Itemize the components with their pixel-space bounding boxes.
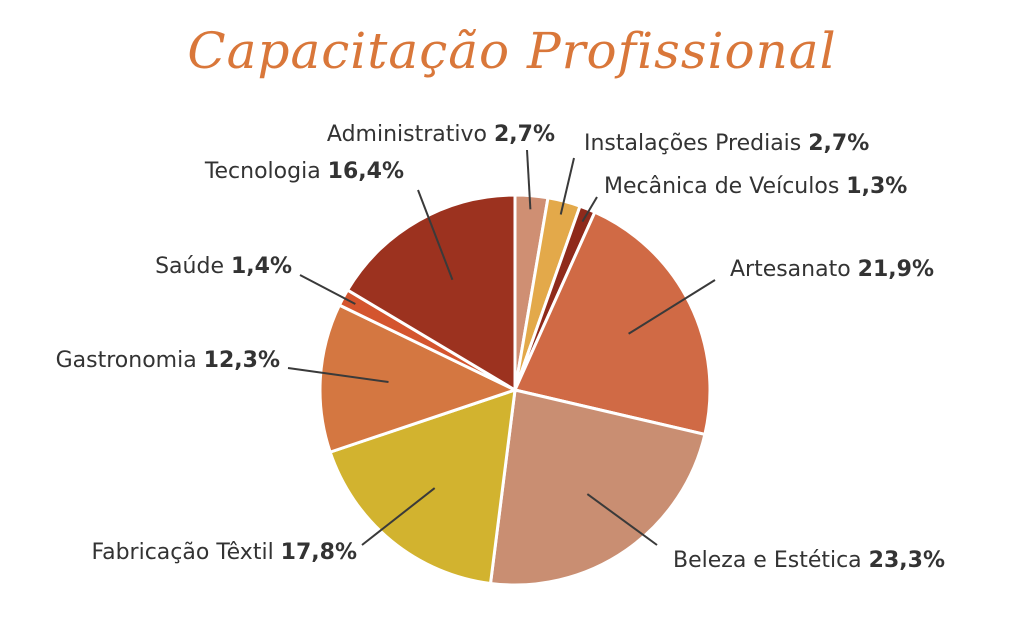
pie-slice-artesanato [512,210,712,437]
slice-labels: Administrativo 2,7% Instalações Prediais … [56,122,945,573]
slice-label-percent: 1,4% [231,254,292,279]
slice-label-percent: 1,3% [846,174,907,199]
slice-label-name: Saúde [155,254,231,279]
leader-line-mecanica-de-veiculos [581,196,598,223]
slice-label-fabricacao-textil: Fabricação Têxtil 17,8% [91,540,357,565]
slice-label-tecnologia: Tecnologia 16,4% [204,159,404,184]
pie-slice-gastronomia [318,303,519,455]
pie-slice-tecnologia [345,193,517,393]
slice-label-artesanato: Artesanato 21,9% [730,257,934,282]
leader-line-gastronomia [287,367,389,384]
chart-title: Capacitação Profissional [187,22,837,80]
slice-label-gastronomia: Gastronomia 12,3% [56,348,280,373]
slice-label-name: Beleza e Estética [673,548,869,573]
slice-label-name: Tecnologia [204,159,328,184]
slice-label-name: Mecânica de Veículos [604,174,846,199]
pie-slice-beleza-e-estetica [488,388,707,587]
pie-slices [318,193,712,587]
slice-label-name: Gastronomia [56,348,204,373]
leader-line-instalacoes-prediais [559,157,575,215]
slice-label-percent: 17,8% [281,540,357,565]
slice-label-administrativo: Administrativo 2,7% [327,122,555,147]
slice-label-name: Administrativo [327,122,494,147]
slice-label-name: Artesanato [730,257,858,282]
leader-line-administrativo [526,149,532,210]
slice-label-instalacoes-prediais: Instalações Prediais 2,7% [584,131,869,156]
slice-label-percent: 21,9% [858,257,934,282]
leader-line-beleza-e-estetica [586,493,658,546]
leader-line-fabricacao-textil [361,487,436,546]
slice-label-name: Instalações Prediais [584,131,808,156]
slice-label-saude: Saúde 1,4% [155,254,292,279]
pie-slice-fabricacao-textil [328,387,517,586]
slice-label-percent: 2,7% [494,122,555,147]
leader-lines [287,149,716,546]
slice-label-percent: 12,3% [204,348,280,373]
slice-label-percent: 16,4% [328,159,404,184]
slice-label-mecanica-de-veiculos: Mecânica de Veículos 1,3% [604,174,907,199]
slice-label-name: Fabricação Têxtil [91,540,280,565]
slice-label-beleza-e-estetica: Beleza e Estética 23,3% [673,548,945,573]
slice-label-percent: 23,3% [869,548,945,573]
leader-line-saude [299,274,356,305]
leader-line-artesanato [628,279,716,335]
leader-line-tecnologia [417,189,454,281]
slice-label-percent: 2,7% [808,131,869,156]
